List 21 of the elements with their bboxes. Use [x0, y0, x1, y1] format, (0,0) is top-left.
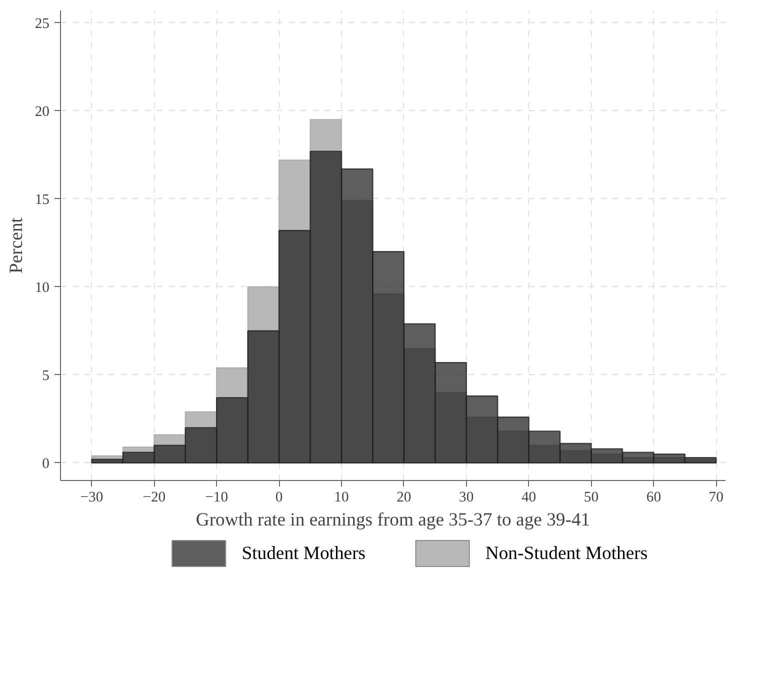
y-tick-label: 20	[34, 104, 50, 120]
x-tick-label: 0	[275, 490, 283, 506]
x-tick-label: 20	[396, 490, 412, 506]
y-tick-label: 5	[42, 368, 50, 384]
x-axis-title: Growth rate in earnings from age 35-37 to age 39-41	[196, 510, 590, 530]
x-tick-label: −10	[205, 490, 228, 506]
y-axis-title: Percent	[6, 216, 27, 274]
x-tick-label: 30	[459, 490, 474, 506]
legend-label: Non-Student Mothers	[485, 543, 648, 564]
x-tick-label: 50	[584, 490, 599, 506]
x-tick-label: 60	[646, 490, 662, 506]
x-tick-label: 10	[334, 490, 349, 506]
y-tick-label: 0	[42, 456, 50, 472]
y-tick-label: 15	[34, 192, 50, 208]
x-tick-label: −20	[142, 490, 166, 506]
y-tick-label: 10	[34, 280, 50, 296]
x-tick-label: 70	[708, 490, 724, 506]
x-tick-label: −30	[80, 490, 104, 506]
y-tick-label: 25	[34, 16, 50, 32]
legend-label: Student Mothers	[242, 543, 366, 564]
x-tick-label: 40	[521, 490, 536, 506]
